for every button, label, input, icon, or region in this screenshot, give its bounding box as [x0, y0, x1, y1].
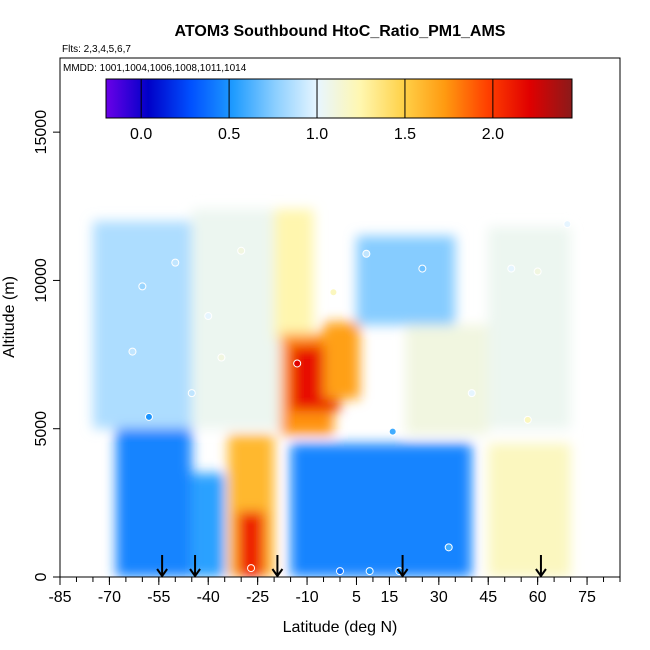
observation-point	[418, 264, 427, 273]
heatmap-cell	[92, 221, 192, 429]
colorbar-tick-label: 2.0	[482, 126, 504, 143]
observation-point	[237, 246, 246, 255]
colorbar-tick-label: 0.0	[130, 126, 152, 143]
y-tick-label: 15000	[33, 110, 50, 155]
observation-points	[128, 220, 572, 576]
heatmap-cell	[323, 321, 360, 400]
observation-point	[388, 427, 397, 436]
x-tick-label: 30	[430, 589, 448, 606]
heatmap-cells	[92, 209, 571, 577]
observation-point	[138, 282, 147, 291]
observation-point	[444, 543, 453, 552]
profile-marker-arrowhead	[535, 568, 547, 578]
y-tick-label: 0	[33, 572, 50, 581]
x-axis: -85 -70 -55 -40 -25 -10 5 15 30 45 60 75	[48, 577, 621, 606]
observation-point	[507, 264, 516, 273]
heatmap-field	[92, 209, 572, 577]
x-tick-label: -40	[197, 589, 220, 606]
y-tick-label: 10000	[33, 258, 50, 303]
x-tick-label: -55	[147, 589, 170, 606]
y-axis-label: Altitude (m)	[1, 276, 18, 358]
observation-point	[329, 288, 338, 297]
observation-point	[336, 567, 344, 576]
plot-area	[92, 209, 572, 578]
colorbar-tick-label: 1.0	[306, 126, 328, 143]
colorbar-tick-label: 0.5	[218, 126, 240, 143]
heatmap-cell	[274, 209, 314, 340]
observation-point	[217, 353, 226, 362]
chart-title: ATOM3 Southbound HtoC_Ratio_PM1_AMS	[175, 23, 506, 40]
heatmap-cell	[405, 324, 489, 435]
observation-point	[204, 312, 213, 321]
profile-marker-arrowhead	[271, 568, 284, 578]
x-tick-label: -25	[246, 589, 269, 606]
heatmap-cell	[191, 209, 281, 429]
heatmap-cell	[191, 473, 225, 577]
observation-point	[187, 389, 196, 398]
x-tick-label: -70	[98, 589, 121, 606]
colorbar: 0.0 0.5 1.0 1.5 2.0	[105, 78, 573, 143]
observation-point	[563, 220, 572, 229]
x-tick-label: 15	[381, 589, 399, 606]
y-axis: 0 5000 10000 15000	[33, 110, 60, 581]
observation-point	[365, 567, 374, 576]
colorbar-gradient	[105, 78, 573, 119]
observation-point	[247, 564, 256, 573]
heatmap-cell	[488, 227, 571, 429]
x-axis-label: Latitude (deg N)	[283, 619, 398, 636]
heatmap-cell	[488, 443, 571, 577]
x-tick-label: 45	[479, 589, 497, 606]
x-tick-label: 60	[529, 589, 547, 606]
observation-point	[128, 347, 137, 356]
x-tick-label: 5	[352, 589, 361, 606]
colorbar-tick-label: 1.5	[394, 126, 416, 143]
observation-point	[171, 258, 180, 267]
profile-marker-arrowhead	[396, 568, 409, 578]
profile-markers	[156, 555, 547, 578]
observation-point	[523, 415, 532, 424]
x-tick-label: 75	[578, 589, 596, 606]
x-tick-label: -10	[295, 589, 318, 606]
observation-point	[144, 412, 153, 421]
heatmap-cell	[356, 235, 456, 325]
profile-marker-arrowhead	[156, 568, 168, 578]
heatmap-cell	[290, 443, 472, 577]
observation-point	[293, 359, 302, 368]
profile-marker-arrowhead	[189, 568, 201, 578]
observation-point	[533, 267, 542, 276]
observation-point	[467, 389, 476, 398]
y-tick-label: 5000	[33, 411, 50, 447]
flights-label: Flts: 2,3,4,5,6,7	[62, 44, 131, 55]
observation-point	[362, 249, 371, 258]
x-tick-label: -85	[48, 589, 71, 606]
heatmap-cell	[116, 428, 192, 577]
mmdd-label: MMDD: 1001,1004,1006,1008,1011,1014	[63, 63, 247, 74]
